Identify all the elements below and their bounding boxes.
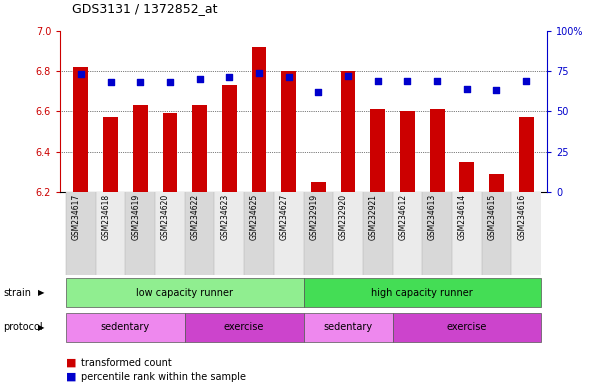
Bar (459, 162, 474, 192)
Text: exercise: exercise (224, 322, 264, 333)
Text: transformed count: transformed count (81, 358, 172, 368)
Text: GSM232921: GSM232921 (369, 194, 377, 240)
Bar (192, 105, 207, 192)
Bar (304, 278, 541, 308)
Point (254, 70, 264, 76)
Text: ■: ■ (66, 358, 76, 368)
Text: protocol: protocol (3, 322, 43, 333)
Text: GSM234619: GSM234619 (131, 194, 140, 240)
Bar (66, 313, 185, 342)
Bar (370, 109, 385, 192)
Bar (423, 192, 452, 275)
Text: GSM232919: GSM232919 (310, 194, 319, 240)
Point (492, 87, 501, 93)
Bar (363, 192, 392, 275)
Bar (392, 313, 541, 342)
Point (106, 79, 115, 85)
Bar (244, 192, 274, 275)
Text: high capacity runner: high capacity runner (371, 288, 473, 298)
Bar (252, 47, 266, 192)
Point (284, 74, 293, 81)
Bar (155, 192, 185, 275)
Text: GSM234620: GSM234620 (161, 194, 170, 240)
Bar (185, 313, 304, 342)
Text: strain: strain (3, 288, 31, 298)
Bar (481, 192, 511, 275)
Text: GDS3131 / 1372852_at: GDS3131 / 1372852_at (72, 2, 218, 15)
Bar (215, 192, 244, 275)
Point (314, 89, 323, 95)
Text: GSM234615: GSM234615 (487, 194, 496, 240)
Text: GSM234614: GSM234614 (458, 194, 467, 240)
Text: GSM234625: GSM234625 (250, 194, 259, 240)
Bar (341, 71, 355, 192)
Bar (274, 192, 304, 275)
Bar (162, 113, 177, 192)
Point (521, 78, 531, 84)
Point (135, 79, 145, 85)
Text: GSM234617: GSM234617 (72, 194, 81, 240)
Bar (96, 192, 126, 275)
Text: ▶: ▶ (38, 323, 44, 332)
Text: percentile rank within the sample: percentile rank within the sample (81, 372, 246, 382)
Point (195, 76, 204, 82)
Text: GSM234618: GSM234618 (102, 194, 111, 240)
Bar (103, 118, 118, 192)
Text: low capacity runner: low capacity runner (136, 288, 233, 298)
Bar (304, 313, 392, 342)
Text: sedentary: sedentary (323, 322, 373, 333)
Bar (222, 85, 237, 192)
Bar (452, 192, 481, 275)
Point (165, 79, 175, 85)
Bar (304, 192, 333, 275)
Bar (400, 111, 415, 192)
Text: GSM234613: GSM234613 (428, 194, 437, 240)
Text: GSM234627: GSM234627 (279, 194, 288, 240)
Bar (133, 105, 148, 192)
Text: GSM232920: GSM232920 (339, 194, 348, 240)
Point (462, 86, 472, 92)
Bar (333, 192, 363, 275)
Point (403, 78, 412, 84)
Bar (519, 118, 534, 192)
Bar (185, 192, 215, 275)
Bar (66, 278, 304, 308)
Text: GSM234616: GSM234616 (517, 194, 526, 240)
Point (432, 78, 442, 84)
Bar (281, 71, 296, 192)
Bar (311, 182, 326, 192)
Bar (73, 67, 88, 192)
Text: sedentary: sedentary (101, 322, 150, 333)
Bar (392, 192, 423, 275)
Text: ■: ■ (66, 372, 76, 382)
Bar (511, 192, 541, 275)
Bar (126, 192, 155, 275)
Text: GSM234622: GSM234622 (191, 194, 200, 240)
Bar (66, 192, 96, 275)
Text: GSM234612: GSM234612 (398, 194, 407, 240)
Point (343, 73, 353, 79)
Bar (489, 174, 504, 192)
Text: exercise: exercise (447, 322, 487, 333)
Bar (430, 109, 445, 192)
Text: GSM234623: GSM234623 (221, 194, 230, 240)
Text: ▶: ▶ (38, 288, 44, 297)
Point (373, 78, 382, 84)
Point (76, 71, 86, 77)
Point (225, 74, 234, 81)
